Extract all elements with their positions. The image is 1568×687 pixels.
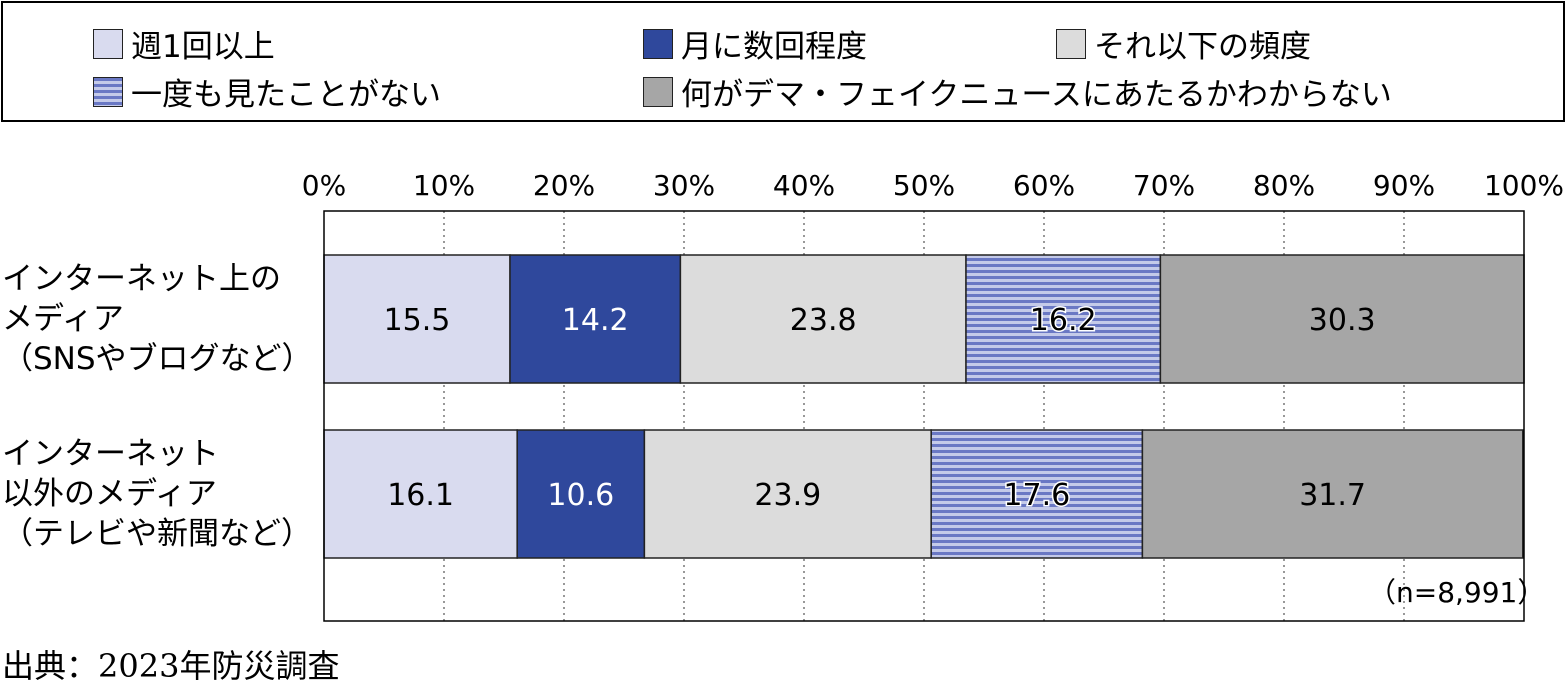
bar-value-label: 14.2: [562, 303, 629, 338]
x-tick-label: 20%: [533, 169, 595, 202]
legend-label-dont-know: 何がデマ・フェイクニュースにあたるかわからない: [681, 77, 1392, 113]
legend-label-never: 一度も見たことがない: [131, 77, 441, 113]
source-note: 出典：2023年防災調査: [2, 647, 340, 685]
bar-segment: [1141, 429, 1524, 559]
x-tick-label: 30%: [653, 169, 715, 202]
legend-swatch-less-often: [1056, 28, 1086, 59]
sample-size-note: （n=8,991）: [1368, 576, 1546, 609]
x-tick-label: 80%: [1253, 169, 1315, 202]
bar-segment: [679, 254, 967, 384]
bar-segment: [516, 429, 646, 559]
legend-swatch-monthly: [643, 28, 673, 59]
bar-value-label: 31.7: [1299, 478, 1366, 513]
legend-item-weekly: 週1回以上: [93, 21, 275, 66]
legend-item-monthly: 月に数回程度: [643, 21, 867, 66]
chart-legend: 週1回以上 月に数回程度 それ以下の頻度 一度も見たことがない 何がデマ・フェイ…: [1, 1, 1565, 122]
x-tick-label: 50%: [893, 169, 955, 202]
legend-swatch-weekly: [93, 28, 123, 59]
bar-value-label: 30.3: [1309, 303, 1376, 338]
plot-frame: [323, 210, 1525, 622]
x-tick-label: 10%: [413, 169, 475, 202]
x-tick-label: 90%: [1373, 169, 1435, 202]
bar-value-label: 16.1: [387, 478, 454, 513]
legend-label-less-often: それ以下の頻度: [1094, 29, 1311, 65]
bar-value-label: 23.8: [790, 303, 857, 338]
bar-value-label: 16.2: [1030, 303, 1097, 338]
bar-segment: [323, 429, 518, 559]
legend-item-less-often: それ以下の頻度: [1056, 21, 1311, 66]
bar-segment: [965, 254, 1162, 384]
legend-swatch-dont-know: [643, 76, 673, 107]
x-tick-label: 100%: [1484, 169, 1564, 202]
x-tick-label: 70%: [1133, 169, 1195, 202]
bar-segment: [509, 254, 682, 384]
x-tick-label: 0%: [302, 169, 346, 202]
x-tick-label: 40%: [773, 169, 835, 202]
x-tick-label: 60%: [1013, 169, 1075, 202]
bar-segment: [323, 254, 511, 384]
legend-item-never: 一度も見たことがない: [93, 69, 441, 114]
legend-label-monthly: 月に数回程度: [681, 29, 867, 65]
bar-segment: [643, 429, 932, 559]
bar-segment: [1159, 254, 1525, 384]
bar-segment: [930, 429, 1144, 559]
category-label-internet-media: インターネット上の メディア （SNSやブログなど）: [2, 261, 313, 377]
bar-value-label: 15.5: [384, 303, 451, 338]
bar-value-label: 23.9: [754, 478, 821, 513]
bar-value-label: 10.6: [547, 478, 614, 513]
legend-label-weekly: 週1回以上: [131, 29, 275, 65]
bar-value-label: 17.6: [1003, 478, 1070, 513]
legend-swatch-never: [93, 76, 123, 107]
category-label-non-internet-media: インターネット 以外のメディア （テレビや新聞など）: [2, 436, 312, 552]
legend-item-dont-know: 何がデマ・フェイクニュースにあたるかわからない: [643, 69, 1392, 114]
